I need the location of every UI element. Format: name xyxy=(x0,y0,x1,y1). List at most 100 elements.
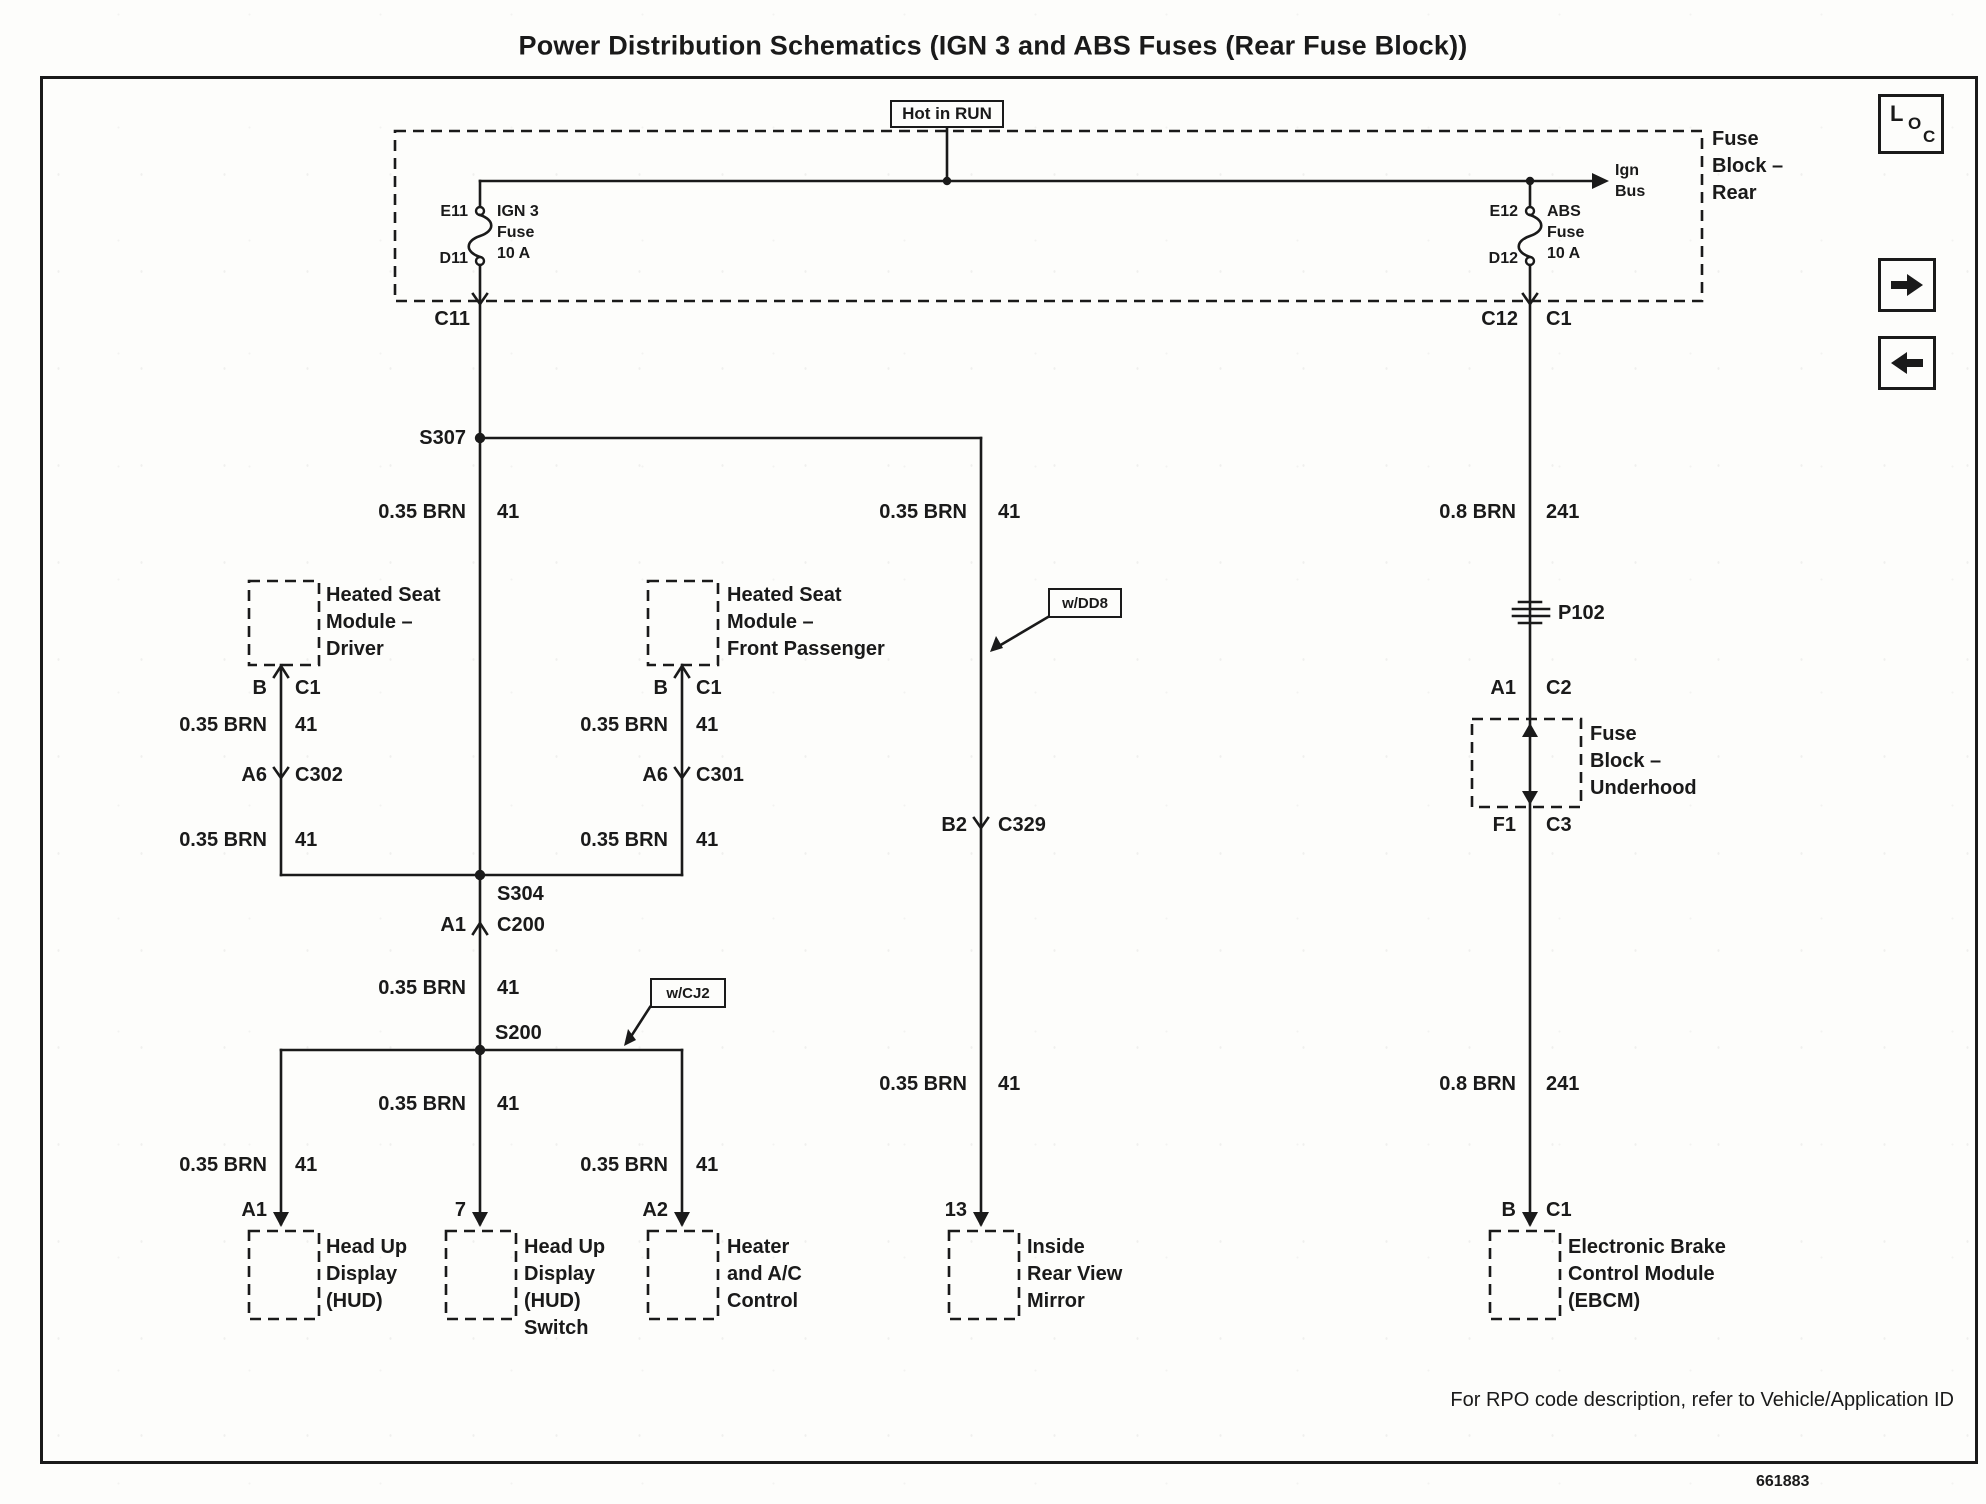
loc-reference-icon: L O C xyxy=(1878,94,1944,154)
underhood-bottom-conn-label: C3 xyxy=(1546,814,1572,836)
hot-in-run-tag: Hot in RUN xyxy=(890,100,1004,128)
splice-dot-s307 xyxy=(474,432,486,444)
hud-terminal-arrow-icon xyxy=(273,1212,289,1227)
wire-size-label: 0.35 BRN xyxy=(378,1093,466,1115)
cj2-leader-line xyxy=(630,1005,652,1037)
diagram-border xyxy=(40,76,1978,1464)
wire-circuit-label: 41 xyxy=(497,1093,520,1115)
hud-label: Head Up Display (HUD) xyxy=(326,1236,408,1312)
previous-page-arrow-icon xyxy=(1878,336,1936,390)
wire-size-label: 0.8 BRN xyxy=(1439,501,1516,523)
wire-size-label: 0.35 BRN xyxy=(580,829,668,851)
page-title: Power Distribution Schematics (IGN 3 and… xyxy=(518,30,1468,61)
c200-connector-icon xyxy=(471,920,489,936)
c12-label: C12 xyxy=(1481,308,1518,330)
wire-circuit-label: 41 xyxy=(696,1154,719,1176)
rear-view-mirror-label: Inside Rear View Mirror xyxy=(1027,1236,1123,1312)
ign-bus-label: Ign Bus xyxy=(1615,162,1646,200)
wire-size-label: 0.35 BRN xyxy=(378,501,466,523)
splice-s307-label: S307 xyxy=(419,427,466,449)
wires xyxy=(279,126,1609,1226)
abs-fuse-label: ABS Fuse 10 A xyxy=(1547,203,1585,262)
driver-conn-label: C1 xyxy=(295,677,321,699)
driver-module-connector-icon xyxy=(272,663,290,679)
bus-junction-dot xyxy=(942,176,952,186)
wire-circuit-label: 241 xyxy=(1546,501,1580,523)
rear-fuse-block-label: Fuse Block – Rear xyxy=(1712,128,1784,204)
c11-connector-icon xyxy=(471,292,489,307)
heated-seat-driver-label: Heated Seat Module – Driver xyxy=(326,584,441,660)
hvac-terminal-arrow-icon xyxy=(674,1212,690,1227)
splice-dot-s304 xyxy=(474,869,486,881)
abs-bottom-pin: D12 xyxy=(1488,250,1518,267)
mirror-terminal-arrow-icon xyxy=(973,1212,989,1227)
wire-size-label: 0.35 BRN xyxy=(879,501,967,523)
c329-connector-icon xyxy=(972,816,990,831)
abs-top-pin: E12 xyxy=(1489,203,1518,220)
ebcm-label: Electronic Brake Control Module (EBCM) xyxy=(1568,1236,1726,1312)
dd8-leader-arrow-icon xyxy=(990,636,1003,652)
c301-connector-icon xyxy=(673,766,691,781)
dd8-leader-line xyxy=(997,615,1050,648)
wire-circuit-label: 41 xyxy=(497,977,520,999)
ebcm-conn-label: C1 xyxy=(1546,1199,1572,1221)
heated-seat-driver-box xyxy=(247,579,321,667)
wire-size-label: 0.35 BRN xyxy=(179,1154,267,1176)
c329-pin-label: B2 xyxy=(941,814,967,836)
underhood-out-arrow-icon xyxy=(1522,791,1538,805)
c200-pin-label: A1 xyxy=(440,914,466,936)
c200-conn-label: C200 xyxy=(497,914,545,936)
driver-pin-label: B xyxy=(252,677,267,699)
heated-seat-passenger-box xyxy=(646,579,720,667)
wire-size-label: 0.35 BRN xyxy=(378,977,466,999)
underhood-in-arrow-icon xyxy=(1522,723,1538,737)
wire-size-label: 0.35 BRN xyxy=(179,829,267,851)
wire-circuit-label: 241 xyxy=(1546,1073,1580,1095)
hud-pin-label: A1 xyxy=(241,1199,267,1221)
hvac-pin-label: A2 xyxy=(642,1199,668,1221)
rear-view-mirror-box xyxy=(947,1229,1021,1321)
ign3-bottom-pin: D11 xyxy=(439,250,468,267)
wire-circuit-label: 41 xyxy=(497,501,520,523)
ign3-top-pin: E11 xyxy=(440,203,468,220)
next-page-arrow-icon xyxy=(1878,258,1936,312)
cj2-rpo-tag: w/CJ2 xyxy=(650,978,726,1008)
ebcm-terminal-arrow-icon xyxy=(1522,1212,1538,1227)
wire-circuit-label: 41 xyxy=(998,501,1021,523)
passenger-conn-label: C1 xyxy=(696,677,722,699)
hvac-control-box xyxy=(646,1229,720,1321)
underhood-fuse-block-box xyxy=(1470,717,1583,809)
wire-size-label: 0.35 BRN xyxy=(179,714,267,736)
c12-connector-icon xyxy=(1521,292,1539,307)
dd8-rpo-tag: w/DD8 xyxy=(1048,588,1122,618)
ign3-fuse-label: IGN 3 Fuse 10 A xyxy=(497,203,539,262)
ign3-fuse-icon xyxy=(467,179,493,267)
abs-fuse-icon xyxy=(1517,179,1543,267)
underhood-top-pin-label: A1 xyxy=(1490,677,1516,699)
c301-pin-label: A6 xyxy=(642,764,668,786)
hud-switch-box xyxy=(444,1229,518,1321)
c302-conn-label: C302 xyxy=(295,764,343,786)
hud-box xyxy=(247,1229,321,1321)
splice-s304-label: S304 xyxy=(497,883,544,905)
c11-label: C11 xyxy=(434,308,470,330)
c329-conn-label: C329 xyxy=(998,814,1046,836)
wire-circuit-label: 41 xyxy=(998,1073,1021,1095)
hvac-control-label: Heater and A/C Control xyxy=(727,1236,802,1312)
underhood-top-conn-label: C2 xyxy=(1546,677,1572,699)
wire-circuit-label: 41 xyxy=(295,714,318,736)
c302-pin-label: A6 xyxy=(241,764,267,786)
underhood-bottom-pin-label: F1 xyxy=(1492,814,1516,836)
hud-switch-terminal-arrow-icon xyxy=(472,1212,488,1227)
rear-fuse-block-outline xyxy=(393,129,1704,303)
wire-size-label: 0.35 BRN xyxy=(580,714,668,736)
hud-switch-pin-label: 7 xyxy=(454,1199,466,1221)
splice-dot-s200 xyxy=(474,1044,486,1056)
document-number: 661883 xyxy=(1756,1473,1810,1490)
p102-grommet-icon xyxy=(1511,600,1551,625)
p102-label: P102 xyxy=(1558,602,1605,624)
tag-leaders xyxy=(624,615,1050,1046)
wire-size-label: 0.35 BRN xyxy=(580,1154,668,1176)
